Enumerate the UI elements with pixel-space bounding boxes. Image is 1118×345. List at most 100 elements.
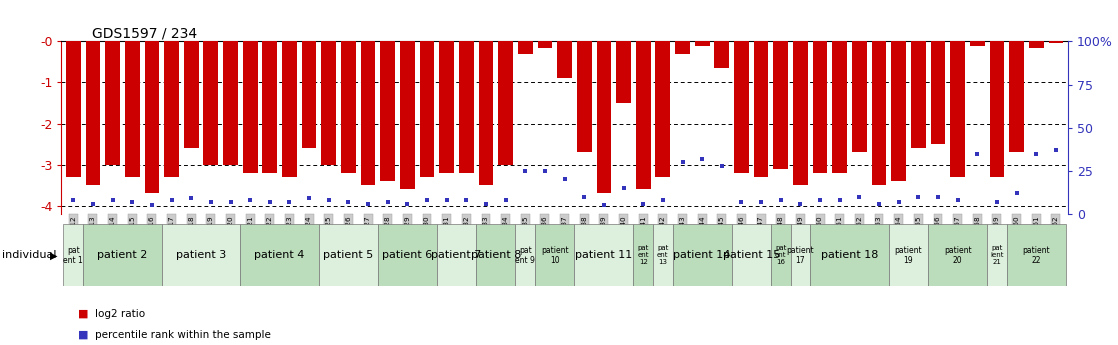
Text: patient
17: patient 17 xyxy=(787,246,814,265)
Bar xyxy=(833,41,847,173)
Bar xyxy=(437,224,476,286)
Bar xyxy=(400,41,415,189)
Bar xyxy=(577,41,591,152)
Bar xyxy=(575,224,634,286)
Text: patient 2: patient 2 xyxy=(97,250,148,260)
Bar xyxy=(655,41,670,177)
Bar xyxy=(66,41,80,177)
Text: patient 8: patient 8 xyxy=(471,250,521,260)
Bar xyxy=(653,224,673,286)
Text: patient
22: patient 22 xyxy=(1023,246,1050,265)
Bar xyxy=(439,41,454,173)
Bar xyxy=(731,224,771,286)
Bar xyxy=(771,224,790,286)
Bar xyxy=(852,41,866,152)
Bar xyxy=(203,41,218,165)
Bar xyxy=(987,224,1007,286)
Text: patient 7: patient 7 xyxy=(432,250,482,260)
Bar xyxy=(675,41,690,54)
Bar xyxy=(790,224,811,286)
Text: pat
ent
12: pat ent 12 xyxy=(637,245,648,265)
Bar xyxy=(321,41,337,165)
Bar xyxy=(735,41,749,173)
Bar xyxy=(361,41,376,185)
Bar xyxy=(813,41,827,173)
Bar xyxy=(499,41,513,165)
Bar xyxy=(64,224,83,286)
Bar xyxy=(518,41,532,54)
Bar xyxy=(1049,41,1063,43)
Text: patient
10: patient 10 xyxy=(541,246,569,265)
Bar xyxy=(950,41,965,177)
Bar xyxy=(989,41,1004,177)
Bar xyxy=(479,41,493,185)
Bar xyxy=(557,41,572,78)
Text: patient
20: patient 20 xyxy=(944,246,972,265)
Bar xyxy=(673,224,731,286)
Bar xyxy=(476,224,515,286)
Text: ▶: ▶ xyxy=(50,250,57,260)
Bar xyxy=(1007,224,1065,286)
Text: patient 15: patient 15 xyxy=(722,250,780,260)
Bar xyxy=(538,41,552,48)
Bar xyxy=(1029,41,1043,48)
Text: pat
ent
13: pat ent 13 xyxy=(657,245,669,265)
Text: patient 14: patient 14 xyxy=(673,250,731,260)
Bar xyxy=(302,41,316,148)
Bar xyxy=(243,41,257,173)
Bar xyxy=(224,41,238,165)
Bar xyxy=(970,41,985,46)
Bar xyxy=(341,41,356,173)
Bar xyxy=(282,41,296,177)
Text: patient
19: patient 19 xyxy=(894,246,922,265)
Bar xyxy=(263,41,277,173)
Bar xyxy=(811,224,889,286)
Bar xyxy=(380,41,395,181)
Text: GDS1597 / 234: GDS1597 / 234 xyxy=(92,26,197,40)
Text: individual: individual xyxy=(2,250,57,260)
Bar xyxy=(515,224,536,286)
Bar xyxy=(105,41,120,165)
Text: patient 5: patient 5 xyxy=(323,250,373,260)
Bar xyxy=(930,41,946,144)
Bar xyxy=(616,41,631,103)
Bar xyxy=(164,41,179,177)
Bar xyxy=(597,41,612,193)
Bar xyxy=(714,41,729,68)
Text: pat
ient
21: pat ient 21 xyxy=(991,245,1004,265)
Text: pat
ent 9: pat ent 9 xyxy=(515,246,536,265)
Bar xyxy=(634,224,653,286)
Bar xyxy=(240,224,319,286)
Bar xyxy=(83,224,162,286)
Bar xyxy=(872,41,887,185)
Bar xyxy=(891,41,906,181)
Bar xyxy=(1010,41,1024,152)
Text: patient 4: patient 4 xyxy=(255,250,305,260)
Text: pat
ent 1: pat ent 1 xyxy=(64,246,83,265)
Text: patient 6: patient 6 xyxy=(382,250,433,260)
Text: ■: ■ xyxy=(78,309,88,319)
Bar xyxy=(793,41,808,185)
Bar xyxy=(125,41,140,177)
Text: patient 11: patient 11 xyxy=(576,250,633,260)
Bar xyxy=(162,224,240,286)
Bar xyxy=(928,224,987,286)
Bar xyxy=(378,224,437,286)
Bar xyxy=(774,41,788,169)
Bar xyxy=(694,41,710,46)
Text: patient 18: patient 18 xyxy=(821,250,879,260)
Text: percentile rank within the sample: percentile rank within the sample xyxy=(95,330,271,339)
Text: patient 3: patient 3 xyxy=(176,250,226,260)
Bar xyxy=(183,41,199,148)
Bar xyxy=(911,41,926,148)
Bar xyxy=(536,224,575,286)
Bar xyxy=(144,41,159,193)
Bar xyxy=(754,41,768,177)
Bar xyxy=(419,41,435,177)
Bar xyxy=(889,224,928,286)
Bar xyxy=(86,41,101,185)
Text: log2 ratio: log2 ratio xyxy=(95,309,145,319)
Bar xyxy=(636,41,651,189)
Bar xyxy=(319,224,378,286)
Text: pat
ent
16: pat ent 16 xyxy=(775,245,787,265)
